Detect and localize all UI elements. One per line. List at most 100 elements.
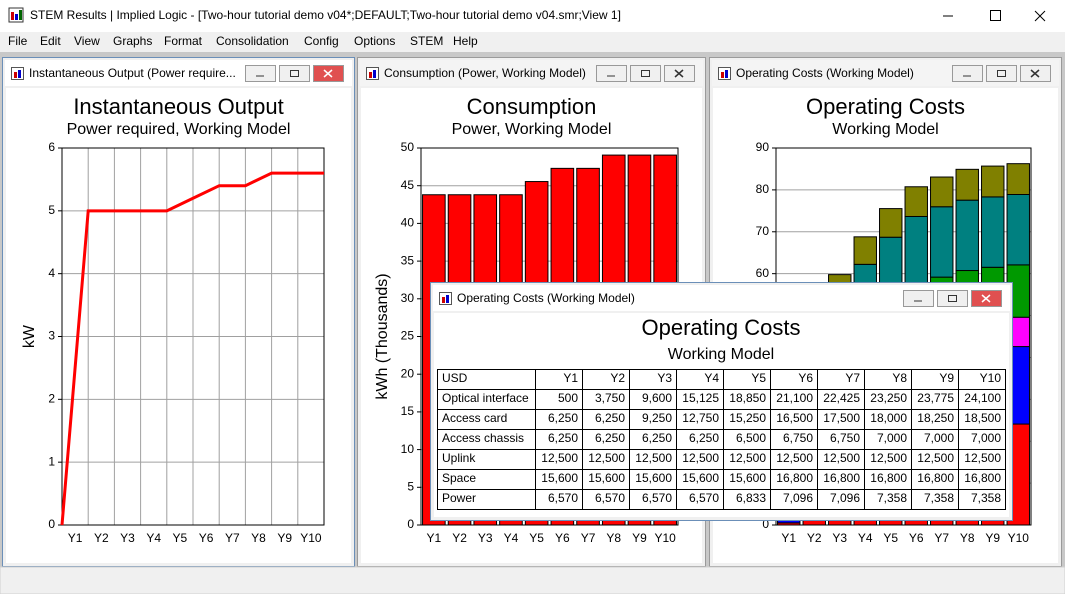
x-tick-label: Y1 (781, 531, 796, 545)
y-tick-label: 80 (756, 182, 770, 196)
table-cell: 12,500 (964, 451, 1001, 465)
x-tick-label: Y9 (985, 531, 1000, 545)
menu-item[interactable]: File (8, 34, 28, 48)
chart-subtitle: Power, Working Model (452, 121, 612, 138)
table-cell: 9,600 (642, 391, 672, 405)
menu-item[interactable]: Format (164, 34, 203, 48)
table-cell: 6,570 (689, 491, 719, 505)
chart-subtitle: Working Model (832, 121, 938, 138)
table-cell: 21,100 (776, 391, 813, 405)
table-cell: 7,000 (971, 431, 1001, 445)
table-header-cell: Y10 (980, 371, 1002, 385)
table-cell: 15,600 (682, 471, 719, 485)
table-cell: 12,500 (635, 451, 672, 465)
window-icon-bar (369, 72, 372, 78)
table-header-cell: Y4 (704, 371, 719, 385)
table-cell: 15,250 (729, 411, 766, 425)
chart-window-icon (719, 68, 731, 80)
window-icon-bar (442, 297, 445, 303)
minimize-button[interactable] (953, 66, 983, 82)
y-tick-label: 5 (407, 479, 414, 493)
table-cell: 18,250 (917, 411, 954, 425)
x-tick-label: Y4 (146, 531, 161, 545)
x-tick-label: Y6 (909, 531, 924, 545)
restore-button[interactable] (631, 66, 661, 82)
chart-window: Instantaneous Output (Power require... In… (3, 58, 355, 567)
chart-window-icon (12, 68, 24, 80)
table-header-cell: Y3 (657, 371, 672, 385)
menu-item[interactable]: Options (354, 34, 395, 48)
x-tick-label: Y4 (504, 531, 519, 545)
bar-segment (982, 166, 1004, 197)
table-row-label: Space (442, 471, 476, 485)
menu-item[interactable]: Config (304, 34, 339, 48)
menu-item[interactable]: Help (453, 34, 478, 48)
x-tick-label: Y9 (277, 531, 292, 545)
y-tick-label: 60 (756, 266, 770, 280)
table-cell: 23,250 (870, 391, 907, 405)
chart-title: Instantaneous Output (73, 94, 283, 119)
restore-button[interactable] (987, 66, 1017, 82)
y-tick-label: 0 (407, 517, 414, 531)
menu-item[interactable]: View (74, 34, 100, 48)
y-tick-label: 0 (48, 517, 55, 531)
y-axis-label: kWh (Thousands) (374, 273, 391, 399)
menu-item[interactable]: Consolidation (216, 34, 289, 48)
y-tick-label: 35 (401, 253, 415, 267)
restore-button[interactable] (280, 66, 310, 82)
x-tick-label: Y3 (478, 531, 493, 545)
y-tick-label: 30 (401, 291, 415, 305)
table-cell: 7,358 (877, 491, 907, 505)
table-cell: 6,570 (595, 491, 625, 505)
y-tick-label: 40 (401, 216, 415, 230)
table-cell: 16,800 (823, 471, 860, 485)
x-tick-label: Y8 (606, 531, 621, 545)
menu-item[interactable]: STEM (410, 34, 443, 48)
minimize-button[interactable] (904, 291, 934, 307)
table-cell: 7,358 (971, 491, 1001, 505)
x-tick-label: Y7 (934, 531, 949, 545)
table-cell: 15,125 (682, 391, 719, 405)
chart-window-title: Operating Costs (Working Model) (736, 66, 914, 80)
window-icon-frame (719, 68, 731, 80)
x-tick-label: Y2 (452, 531, 467, 545)
table-header-cell: Y5 (751, 371, 766, 385)
table-cell: 3,750 (595, 391, 625, 405)
table-cell: 12,500 (823, 451, 860, 465)
window-icon-frame (367, 68, 379, 80)
minimize-button[interactable] (597, 66, 627, 82)
table-cell: 7,096 (830, 491, 860, 505)
table-cell: 18,000 (870, 411, 907, 425)
y-tick-label: 15 (401, 404, 415, 418)
window-icon-frame (12, 68, 24, 80)
table-cell: 18,500 (964, 411, 1001, 425)
table-cell: 16,800 (917, 471, 954, 485)
bar-segment (1007, 164, 1029, 195)
restore-button[interactable] (938, 291, 968, 307)
table-cell: 15,600 (729, 471, 766, 485)
y-tick-label: 90 (756, 140, 770, 154)
x-tick-label: Y6 (199, 531, 214, 545)
window-icon-bar (18, 70, 21, 78)
menu-item[interactable]: Edit (40, 34, 61, 48)
table-header-cell: Y1 (563, 371, 578, 385)
menu-bar (0, 32, 1065, 52)
x-tick-label: Y3 (832, 531, 847, 545)
window-icon-bar (446, 295, 449, 303)
table-row-label: Access chassis (442, 431, 524, 445)
x-tick-label: Y6 (555, 531, 570, 545)
y-tick-label: 45 (401, 178, 415, 192)
y-tick-label: 20 (401, 366, 415, 380)
table-header-cell: Y6 (798, 371, 813, 385)
bar-segment (956, 169, 978, 200)
menu-item[interactable]: Graphs (113, 34, 152, 48)
table-row-label: Access card (442, 411, 507, 425)
x-tick-label: Y7 (225, 531, 240, 545)
table-row-label: Optical interface (442, 391, 529, 405)
y-tick-label: 4 (48, 266, 55, 280)
bar-segment (905, 187, 927, 217)
minimize-button[interactable] (246, 66, 276, 82)
chart-title: Operating Costs (806, 94, 965, 119)
chart-window-title: Instantaneous Output (Power require... (29, 66, 236, 80)
